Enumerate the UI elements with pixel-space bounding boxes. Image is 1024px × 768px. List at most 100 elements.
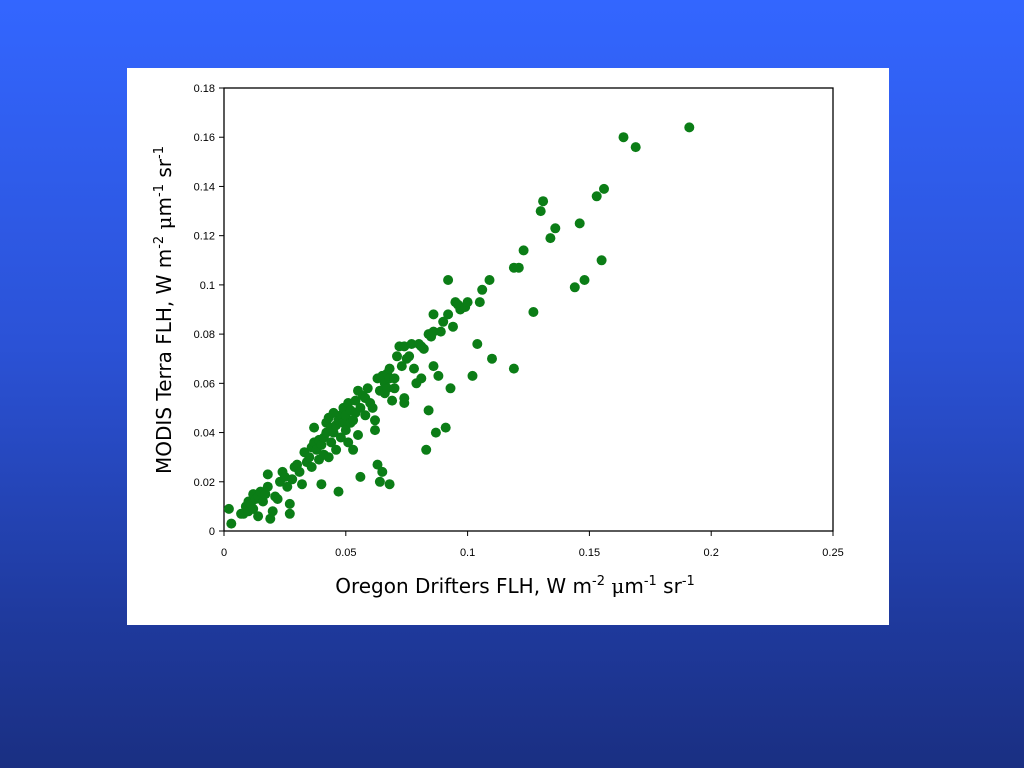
y-axis: 0 0.02 0.04 0.06 0.08 0.1 0.12 0.14 0.16 0.18 — [194, 83, 224, 538]
data-point — [387, 395, 398, 406]
data-point — [370, 425, 380, 436]
data-points — [223, 122, 695, 529]
data-point — [416, 373, 427, 384]
y-tick-label: 0.1 — [200, 280, 215, 292]
data-point — [316, 479, 327, 490]
data-point — [467, 370, 478, 381]
data-point — [253, 511, 264, 522]
data-point — [428, 361, 439, 372]
data-point — [538, 196, 549, 207]
data-point — [443, 309, 454, 320]
data-point — [284, 498, 295, 509]
data-point — [508, 363, 519, 374]
x-tick-label: 0.2 — [704, 547, 719, 559]
data-point — [340, 425, 351, 436]
data-point — [462, 297, 473, 308]
data-point — [484, 275, 495, 285]
data-point — [343, 437, 354, 448]
x-tick-label: 0 — [221, 547, 227, 559]
data-point — [438, 316, 449, 327]
data-point — [348, 444, 359, 455]
y-tick-label: 0.12 — [194, 231, 215, 243]
data-point — [370, 415, 380, 426]
data-point — [333, 486, 344, 497]
data-point — [630, 142, 641, 153]
data-point — [435, 326, 446, 337]
y-axis-title: MODIS Terra FLH, W m-2 μm-1 sr-1 — [152, 146, 176, 474]
data-point — [443, 275, 454, 285]
data-point — [445, 383, 456, 394]
data-point — [372, 459, 383, 470]
data-point — [335, 432, 346, 443]
data-point — [684, 122, 695, 133]
y-tick-label: 0 — [209, 526, 215, 538]
data-point — [297, 479, 307, 490]
data-point — [262, 469, 273, 480]
y-tick-label: 0.14 — [194, 181, 215, 193]
y-tick-label: 0.08 — [194, 329, 215, 341]
data-point — [331, 444, 342, 455]
data-point — [418, 343, 429, 354]
data-point — [389, 373, 400, 384]
data-point — [374, 476, 385, 487]
data-point — [282, 481, 293, 492]
plot-area-frame — [223, 87, 834, 532]
data-point — [389, 383, 400, 394]
data-point — [326, 437, 337, 448]
data-point — [272, 494, 283, 504]
x-axis-title: Oregon Drifters FLH, W m-2 μm-1 sr-1 — [335, 574, 695, 598]
chart-panel: 0 0.02 0.04 0.06 0.08 0.1 0.12 0.14 0.16 0.18 0 0.… — [127, 68, 889, 625]
data-point — [579, 275, 590, 285]
data-point — [267, 506, 278, 517]
data-point — [294, 466, 305, 477]
data-point — [440, 422, 451, 433]
data-point — [396, 361, 407, 372]
data-point — [399, 398, 410, 408]
x-tick-label: 0.15 — [579, 547, 600, 559]
data-point — [574, 218, 585, 229]
data-point — [448, 321, 458, 332]
data-point — [599, 183, 609, 194]
data-point — [421, 444, 432, 455]
data-point — [550, 223, 561, 234]
x-tick-label: 0.25 — [822, 547, 843, 559]
data-point — [423, 405, 434, 416]
y-tick-label: 0.02 — [194, 477, 215, 489]
data-point — [487, 353, 497, 364]
data-point — [248, 503, 259, 514]
data-point — [360, 410, 371, 421]
data-point — [287, 474, 298, 485]
data-point — [362, 383, 373, 394]
data-point — [409, 363, 419, 374]
data-point — [309, 422, 320, 433]
data-point — [304, 452, 315, 463]
data-point — [355, 402, 366, 413]
data-point — [535, 206, 546, 217]
data-point — [382, 383, 393, 394]
y-tick-label: 0.18 — [194, 83, 215, 95]
data-point — [518, 245, 529, 256]
data-point — [355, 471, 366, 482]
data-point — [384, 479, 395, 490]
x-tick-label: 0.05 — [335, 547, 356, 559]
data-point — [367, 402, 378, 413]
data-point — [223, 503, 234, 514]
data-point — [433, 370, 444, 381]
y-tick-label: 0.04 — [194, 428, 215, 440]
data-point — [474, 297, 485, 308]
data-point — [430, 427, 441, 438]
data-point — [591, 191, 602, 202]
data-point — [404, 351, 415, 362]
y-tick-label: 0.06 — [194, 378, 215, 390]
data-point — [472, 339, 483, 349]
data-point — [596, 255, 607, 266]
data-point — [477, 284, 488, 295]
data-point — [428, 309, 439, 320]
y-tick-label: 0.16 — [194, 132, 215, 144]
data-point — [513, 262, 524, 273]
data-point — [428, 326, 439, 337]
data-point — [226, 518, 237, 529]
x-axis: 0 0.05 0.1 0.15 0.2 0.25 — [221, 531, 844, 559]
data-point — [262, 481, 273, 492]
